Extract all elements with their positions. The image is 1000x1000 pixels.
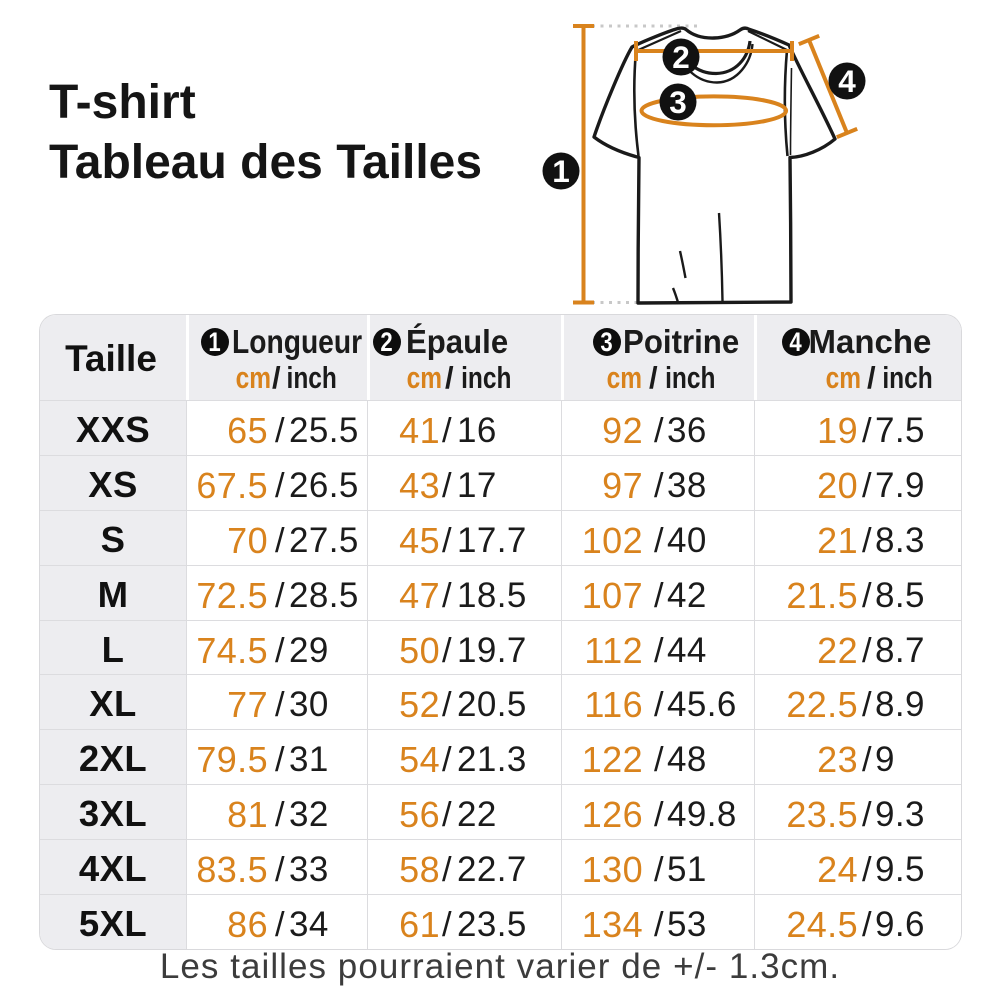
svg-text:3: 3 — [669, 84, 687, 120]
svg-text:2: 2 — [672, 39, 690, 75]
svg-text:4: 4 — [838, 63, 856, 99]
svg-text:1: 1 — [552, 153, 570, 189]
